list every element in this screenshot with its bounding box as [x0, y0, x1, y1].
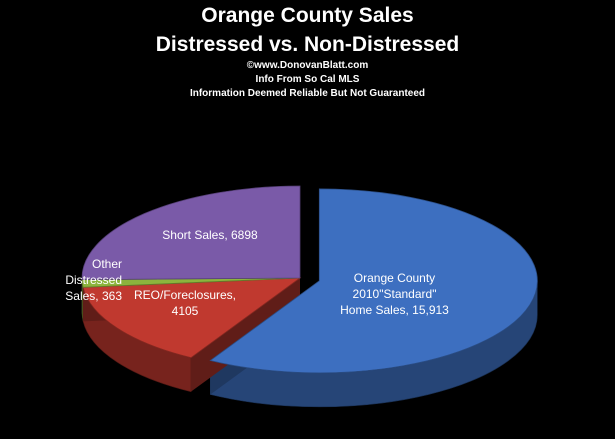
slice-label-line: Short Sales, 6898 [162, 228, 258, 242]
source-info: Info From So Cal MLS [255, 74, 360, 85]
slice-standard-sales [209, 188, 538, 374]
slice-label-line: Home Sales, 15,913 [340, 303, 449, 317]
slice-label-standard-sales: Orange County 2010"Standard" Home Sales,… [322, 270, 467, 318]
slice-label-short-sales: Short Sales, 6898 [155, 227, 265, 243]
slice-reo [82, 277, 302, 359]
slice-short-sales [81, 185, 301, 281]
slice-label-line: Other Distressed [65, 257, 122, 287]
slice-label-line: 4105 [171, 304, 199, 318]
slice-label-line: REO/Foreclosures, [133, 288, 237, 302]
slice-label-reo: REO/Foreclosures, 4105 [130, 287, 240, 319]
slice-label-line: 2010"Standard" [352, 287, 437, 301]
slice-label-line: Sales, 363 [65, 289, 122, 303]
disclaimer: Information Deemed Reliable But Not Guar… [189, 88, 426, 99]
slice-label-line: Orange County [353, 271, 436, 285]
chart-subtitle: Distressed vs. Non-Distressed [155, 33, 460, 56]
source-credit: ©www.DonovanBlatt.com [246, 60, 369, 71]
slice-label-other-distressed: Other Distressed Sales, 363 [32, 256, 122, 304]
chart-title: Orange County Sales [201, 4, 414, 27]
